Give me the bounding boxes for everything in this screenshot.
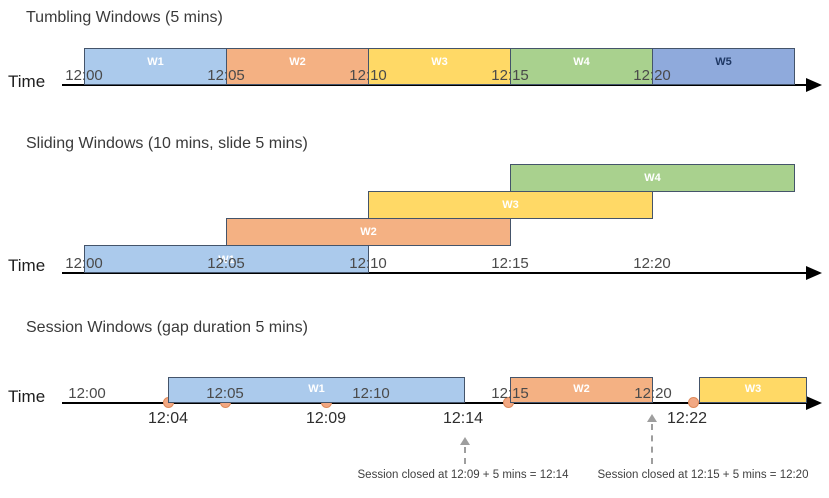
session-window-w3: W3 (699, 377, 807, 403)
sliding-tick-1210: 12:10 (349, 255, 387, 272)
sliding-tick-1220: 12:20 (633, 255, 671, 272)
sliding-axis-label: Time (8, 256, 46, 275)
tumbling-axis-label: Time (8, 72, 46, 91)
event-dot-1222 (688, 397, 699, 408)
tumbling-window-w1: W1 (84, 48, 227, 85)
sliding-axis-line (62, 272, 810, 274)
session-window-w2-label: W2 (573, 383, 590, 395)
sliding-tick-1205: 12:05 (207, 255, 245, 272)
annotation-arrow1-head-icon (460, 437, 470, 445)
session-window-w1-label: W1 (308, 383, 325, 395)
tumbling-window-w2-label: W2 (289, 56, 306, 68)
session-axis-arrowhead-icon (806, 396, 822, 410)
tumbling-title: Tumbling Windows (5 mins) (26, 9, 223, 26)
sliding-window-w3-label: W3 (502, 199, 519, 211)
tumbling-axis-arrowhead-icon (806, 78, 822, 92)
sliding-tick-1200: 12:00 (65, 255, 103, 272)
session-tick-1215: 12:15 (491, 385, 529, 402)
sliding-window-w2: W2 (226, 218, 511, 246)
session-event-label-1204: 12:04 (147, 410, 189, 427)
sliding-title: Sliding Windows (10 mins, slide 5 mins) (26, 135, 308, 152)
sliding-tick-1215: 12:15 (491, 255, 529, 272)
session-window-w1: W1 (168, 377, 465, 403)
session-tick-1200: 12:00 (68, 385, 106, 402)
sliding-window-w1-label: W1 (218, 254, 235, 266)
session-tick-1220: 12:20 (634, 385, 672, 402)
tumbling-window-w1-label: W1 (147, 56, 164, 68)
tumbling-tick-1205: 12:05 (207, 67, 245, 84)
session-event-label-1209: 12:09 (305, 410, 347, 427)
session-close-label-1214: 12:14 (442, 410, 484, 427)
sliding-window-w4-label: W4 (644, 172, 661, 184)
session-window-w3-label: W3 (744, 383, 762, 395)
sliding-window-w3: W3 (368, 191, 653, 219)
annotation-arrow2-line (651, 424, 653, 464)
sliding-window-w4: W4 (510, 164, 795, 192)
tumbling-window-w3: W3 (368, 48, 511, 85)
tumbling-window-w4: W4 (510, 48, 653, 85)
tumbling-tick-1220: 12:20 (633, 67, 671, 84)
session-axis-label: Time (8, 387, 46, 406)
sliding-axis-arrowhead-icon (806, 266, 822, 280)
tumbling-tick-1210: 12:10 (349, 67, 387, 84)
tumbling-window-w5: W5 (652, 48, 795, 85)
annotation-arrow1-line (464, 447, 466, 464)
tumbling-window-w5-label: W5 (715, 56, 732, 68)
tumbling-tick-1200: 12:00 (65, 67, 103, 84)
session-tick-1205: 12:05 (206, 385, 244, 402)
sliding-window-w2-label: W2 (360, 226, 377, 238)
sliding-window-w1: W1 (84, 245, 369, 273)
session-annotation-2: Session closed at 12:15 + 5 mins = 12:20 (597, 469, 809, 481)
tumbling-window-w2: W2 (226, 48, 369, 85)
tumbling-window-w3-label: W3 (431, 56, 448, 68)
tumbling-axis-line (62, 84, 810, 86)
session-axis-line (62, 402, 810, 404)
session-tick-1210: 12:10 (352, 385, 390, 402)
session-title: Session Windows (gap duration 5 mins) (26, 319, 308, 336)
tumbling-window-w4-label: W4 (573, 56, 590, 68)
session-event-label-1222: 12:22 (666, 410, 708, 427)
session-annotation-1: Session closed at 12:09 + 5 mins = 12:14 (357, 469, 569, 481)
session-window-w2: W2 (510, 377, 653, 403)
tumbling-tick-1215: 12:15 (491, 67, 529, 84)
annotation-arrow2-head-icon (647, 414, 657, 422)
